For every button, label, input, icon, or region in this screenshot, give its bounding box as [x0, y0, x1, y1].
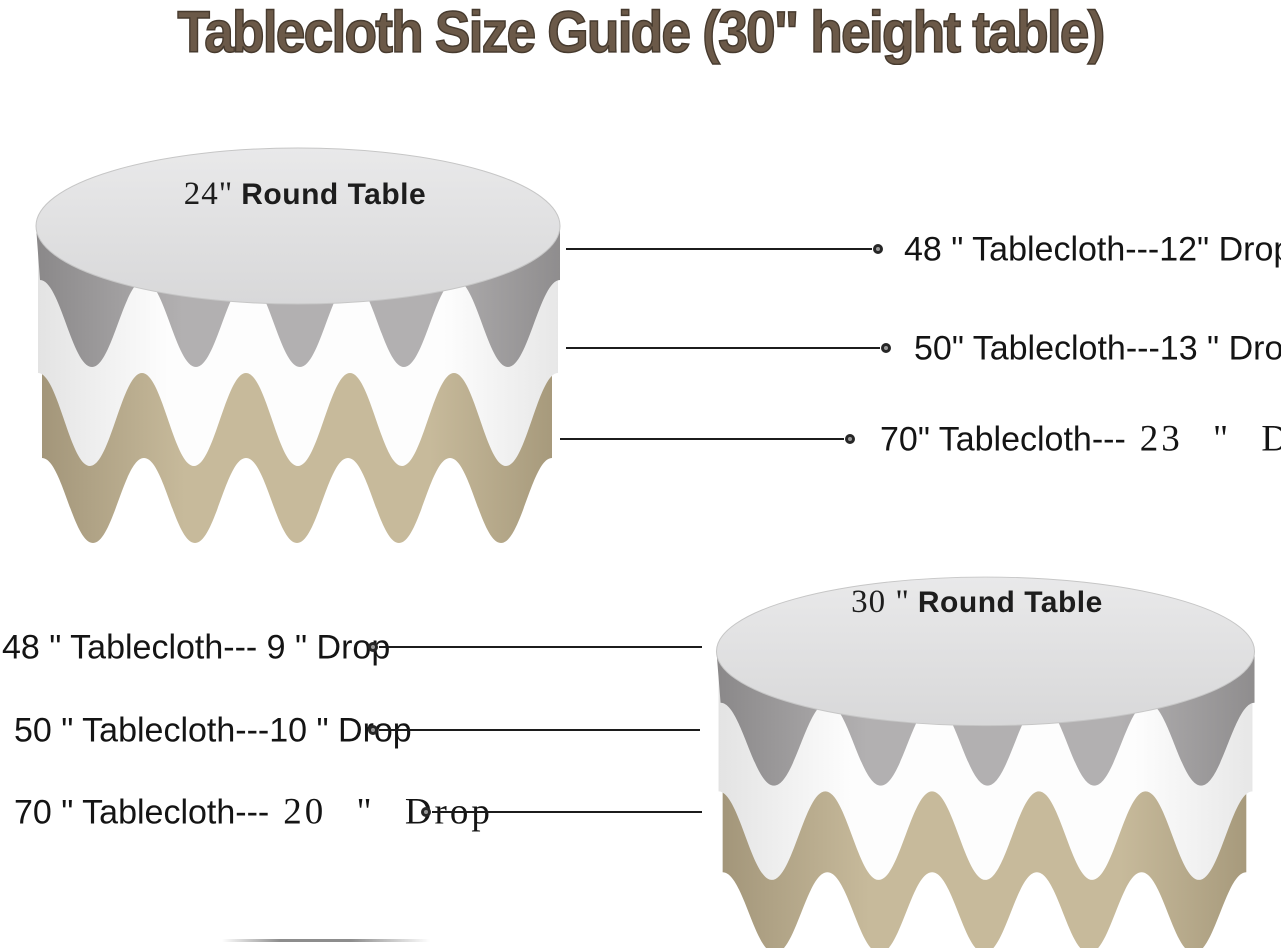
table-24-name: Round Table — [241, 178, 427, 211]
leader-dot-icon — [421, 807, 431, 817]
leader-line — [379, 646, 702, 648]
leader-line — [566, 347, 880, 349]
leader-dot-icon — [368, 725, 378, 735]
leader-dot-icon — [845, 434, 855, 444]
callout-label: 48 " Tablecloth--- 9 " Drop — [2, 628, 391, 667]
callout-label: 70" Tablecloth--- — [880, 420, 1126, 459]
callout-30-48-tablecloth: 48 " Tablecloth--- 9 " Drop — [0, 623, 704, 671]
callout-24-50-tablecloth: 50" Tablecloth---13 " Drop — [566, 324, 1281, 372]
page-title: Tablecloth Size Guide (30" height table) — [177, 0, 1106, 66]
leader-line — [379, 729, 700, 731]
table-top — [715, 576, 1256, 727]
table-top — [35, 147, 561, 305]
callout-30-50-tablecloth: 50 " Tablecloth---10 " Drop — [0, 706, 704, 754]
leader-line — [560, 438, 844, 440]
table-illustration-30 — [715, 576, 1256, 948]
callout-24-70-tablecloth: 70" Tablecloth--- 23 " Drop — [560, 415, 1281, 463]
table-30-name: Round Table — [917, 586, 1103, 619]
leader-dot-icon — [881, 343, 891, 353]
table-24-size: 24" — [183, 176, 234, 212]
bottom-crop-artifact — [222, 939, 430, 942]
callout-30-70-tablecloth: 70 " Tablecloth--- 20 " Drop — [0, 788, 706, 836]
callout-label: 50 " Tablecloth---10 " Drop — [14, 711, 412, 750]
callout-label: 70 " Tablecloth--- — [14, 793, 270, 832]
callout-24-48-tablecloth: 48 " Tablecloth---12" Drop — [566, 225, 1281, 273]
leader-line — [432, 811, 702, 813]
table-30-size: 30 " — [851, 584, 910, 620]
table-illustration-24 — [35, 147, 561, 543]
callout-label-drop: 23 " Drop — [1139, 418, 1281, 460]
table-24-label: 24" Round Table — [140, 176, 470, 213]
table-30-label: 30 " Round Table — [812, 584, 1142, 621]
leader-line — [566, 248, 872, 250]
leader-dot-icon — [873, 244, 883, 254]
callout-label: 50" Tablecloth---13 " Drop — [914, 329, 1281, 368]
callout-label: 48 " Tablecloth---12" Drop — [904, 230, 1281, 269]
leader-dot-icon — [368, 642, 378, 652]
